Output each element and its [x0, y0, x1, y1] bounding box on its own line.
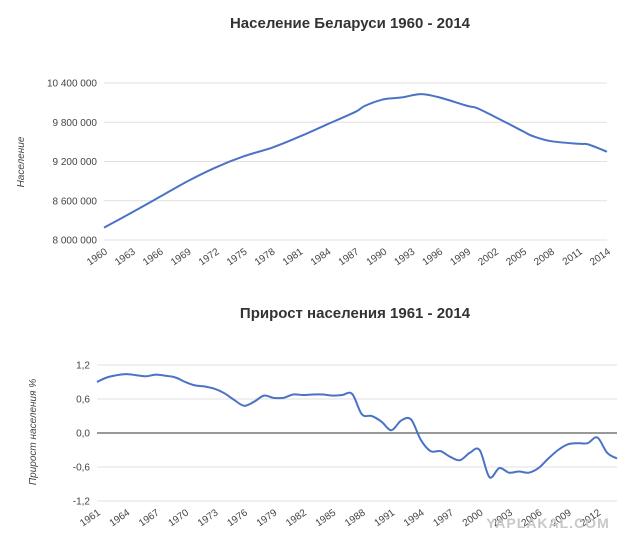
- c2-x-tick-label: 1988: [343, 507, 368, 529]
- c1-x-tick-label: 1990: [365, 246, 390, 268]
- population-y-axis-label: Население: [16, 136, 27, 187]
- c2-x-tick-label: 1976: [225, 507, 250, 529]
- c1-x-tick-label: 2008: [532, 246, 557, 268]
- c2-y-tick-label: 0,0: [76, 429, 90, 440]
- c1-x-tick-label: 1969: [169, 246, 194, 268]
- c1-x-tick-label: 1978: [253, 246, 278, 268]
- c2-y-tick-label: 1,2: [76, 361, 90, 372]
- c2-x-tick-label: 1967: [137, 507, 162, 529]
- c2-x-tick-label: 1973: [196, 507, 221, 529]
- c2-x-tick-label: 1961: [78, 507, 103, 529]
- watermark-text: YAPLAKAL.COM: [486, 515, 610, 531]
- c1-y-tick-label: 8 600 000: [53, 196, 98, 207]
- population-gridlines: [104, 82, 607, 241]
- population-chart-title: Население Беларуси 1960 - 2014: [230, 15, 471, 32]
- growth-gridlines: [97, 364, 617, 502]
- c2-x-tick-label: 1997: [431, 507, 456, 529]
- c1-x-tick-label: 1975: [225, 246, 250, 268]
- c1-x-tick-label: 1972: [197, 246, 222, 268]
- c2-x-tick-label: 1979: [255, 507, 280, 529]
- c2-x-tick-label: 1964: [108, 507, 133, 529]
- c2-x-tick-label: 1994: [402, 507, 427, 529]
- c2-x-tick-label: 1985: [314, 507, 339, 529]
- population-chart: Население Беларуси 1960 - 2014 Население…: [16, 15, 613, 268]
- c1-x-tick-label: 1963: [113, 246, 138, 268]
- c2-y-tick-label: -0,6: [73, 463, 91, 474]
- c1-x-tick-label: 2005: [504, 246, 529, 268]
- growth-series-line: [96, 373, 618, 479]
- c1-y-tick-label: 9 200 000: [53, 157, 98, 168]
- c1-x-tick-label: 1999: [448, 246, 473, 268]
- c1-x-tick-label: 1966: [141, 246, 166, 268]
- population-x-ticks: 1960 1963 1966 1969 1972 1975 1978 1981 1984 1987…: [85, 246, 613, 268]
- c1-y-tick-label: 9 800 000: [53, 118, 98, 129]
- c1-x-tick-label: 2011: [561, 246, 585, 268]
- c1-x-tick-label: 1981: [281, 246, 306, 268]
- c2-x-tick-label: 1982: [284, 507, 309, 529]
- c1-x-tick-label: 1987: [337, 246, 362, 268]
- population-series-line: [103, 93, 608, 229]
- growth-chart: Прирост населения 1961 - 2014 Прирост на…: [28, 305, 618, 529]
- growth-y-axis-label: Прирост населения %: [28, 379, 39, 485]
- c1-y-tick-label: 8 000 000: [53, 236, 98, 247]
- c2-y-tick-label: 0,6: [76, 395, 90, 406]
- growth-chart-title: Прирост населения 1961 - 2014: [240, 305, 471, 322]
- c1-x-tick-label: 1984: [309, 246, 334, 268]
- c1-x-tick-label: 1960: [85, 246, 110, 268]
- c2-x-tick-label: 1991: [373, 507, 398, 529]
- c1-x-tick-label: 1996: [421, 246, 446, 268]
- growth-y-ticks: -1,2 -0,6 0,0 0,6 1,2: [73, 361, 91, 508]
- population-y-ticks: 8 000 000 8 600 000 9 200 000 9 800 000 10 4…: [47, 79, 97, 247]
- c1-y-tick-label: 10 400 000: [47, 79, 97, 90]
- c2-x-tick-label: 1970: [166, 507, 191, 529]
- c1-x-tick-label: 1993: [393, 246, 418, 268]
- c1-x-tick-label: 2014: [588, 246, 613, 268]
- c2-y-tick-label: -1,2: [73, 497, 91, 508]
- c2-x-tick-label: 2000: [461, 507, 486, 529]
- c1-x-tick-label: 2002: [476, 246, 501, 268]
